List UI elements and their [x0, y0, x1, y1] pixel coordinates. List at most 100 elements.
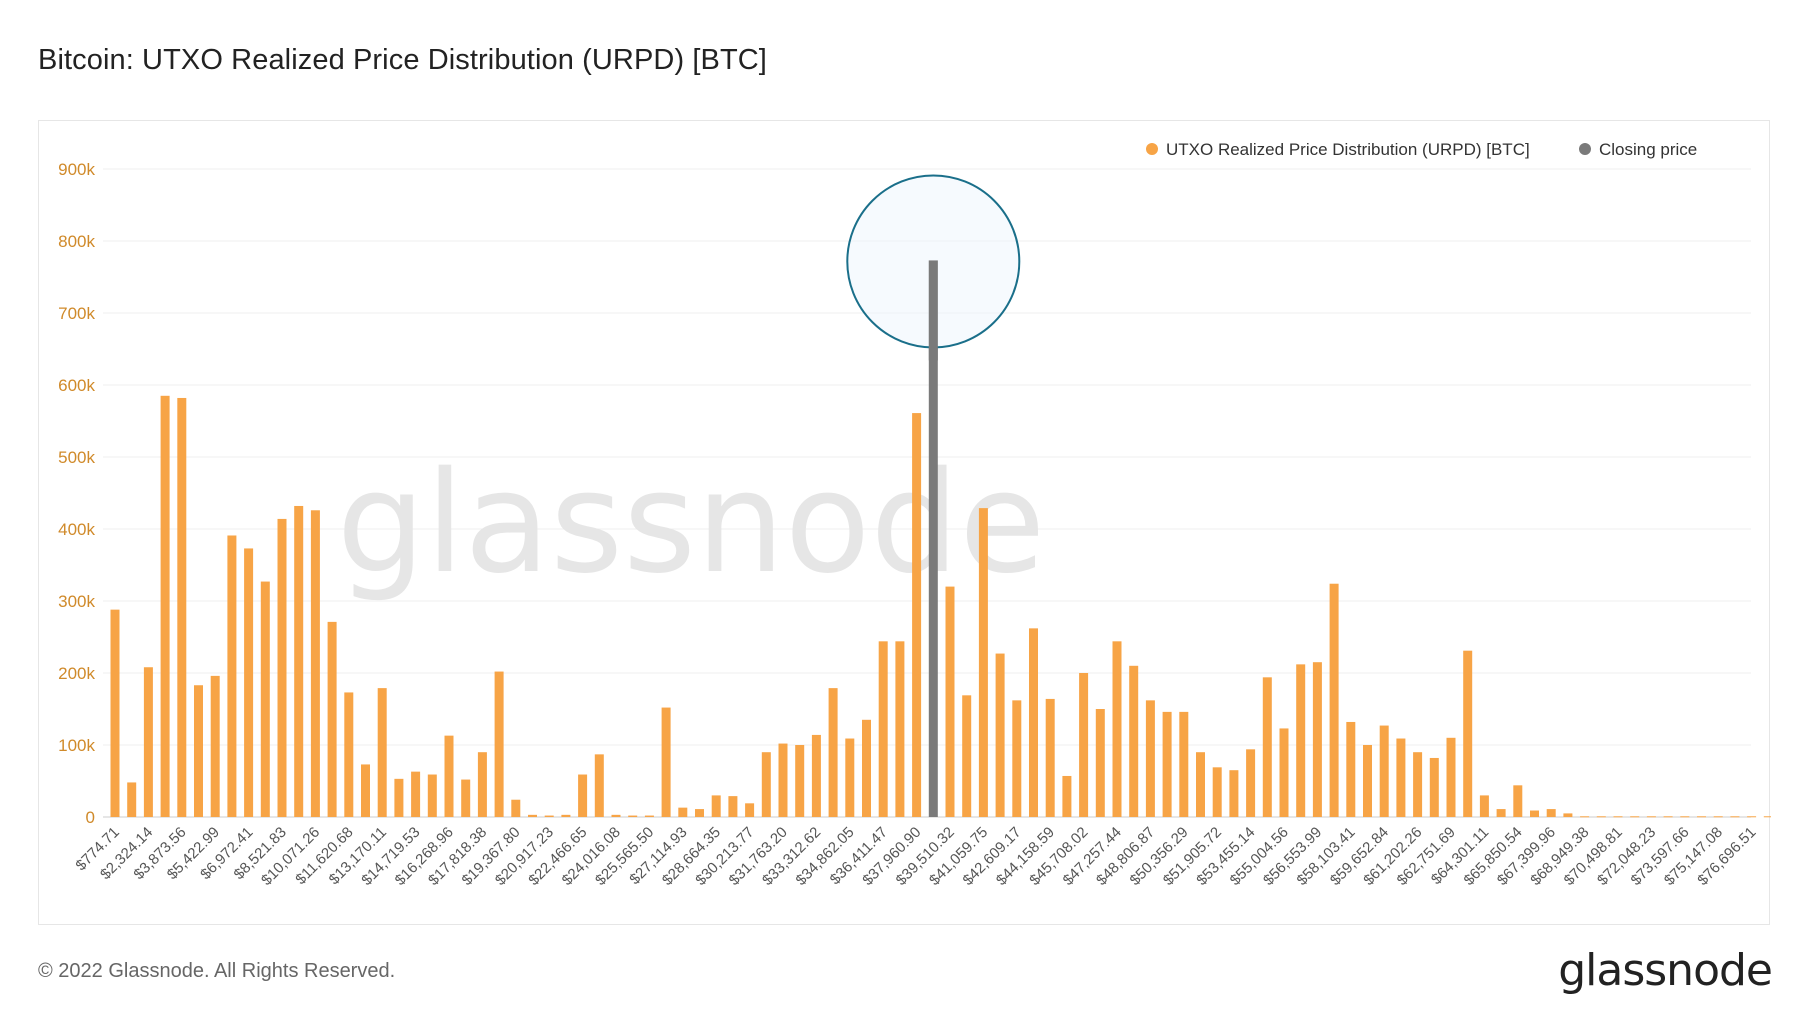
bar[interactable]: [1596, 816, 1606, 818]
bar[interactable]: [494, 671, 504, 817]
bar[interactable]: [611, 814, 621, 817]
bar[interactable]: [1079, 673, 1089, 817]
bar[interactable]: [1747, 816, 1757, 818]
bar[interactable]: [1613, 816, 1623, 818]
bar[interactable]: [394, 778, 404, 817]
bar[interactable]: [1279, 728, 1289, 817]
bar[interactable]: [1513, 785, 1523, 817]
bar[interactable]: [260, 581, 270, 817]
bar[interactable]: [1045, 698, 1055, 817]
bar[interactable]: [310, 510, 320, 817]
bar[interactable]: [411, 771, 421, 817]
bar[interactable]: [862, 719, 871, 817]
bar[interactable]: [227, 535, 237, 817]
bar[interactable]: [578, 774, 588, 817]
bar[interactable]: [177, 397, 187, 817]
bar[interactable]: [761, 752, 771, 817]
bar[interactable]: [1363, 745, 1372, 817]
bar[interactable]: [945, 586, 955, 817]
legend-label-urpd[interactable]: UTXO Realized Price Distribution (URPD) …: [1166, 140, 1530, 159]
bar[interactable]: [1312, 662, 1322, 817]
bar[interactable]: [1563, 813, 1573, 817]
bar[interactable]: [1429, 757, 1439, 817]
bar[interactable]: [377, 688, 387, 817]
bar[interactable]: [160, 395, 170, 817]
bar[interactable]: [878, 641, 888, 817]
bar[interactable]: [995, 653, 1005, 817]
bar[interactable]: [1630, 816, 1640, 818]
bar[interactable]: [1479, 795, 1489, 817]
bar[interactable]: [745, 803, 755, 817]
bar[interactable]: [528, 814, 537, 817]
bar[interactable]: [711, 795, 721, 817]
bar[interactable]: [978, 508, 988, 817]
closing-price-bar[interactable]: [928, 260, 938, 817]
bar[interactable]: [644, 815, 654, 817]
bar[interactable]: [327, 621, 337, 817]
bar[interactable]: [1029, 628, 1038, 817]
bar[interactable]: [444, 735, 454, 817]
bar[interactable]: [695, 809, 704, 817]
bar[interactable]: [678, 807, 688, 817]
bar[interactable]: [561, 814, 571, 817]
bar[interactable]: [1463, 650, 1473, 817]
bar[interactable]: [1062, 775, 1072, 817]
bar[interactable]: [845, 738, 855, 817]
bar[interactable]: [210, 675, 220, 817]
bar[interactable]: [1379, 725, 1389, 817]
bar[interactable]: [1179, 711, 1189, 817]
bar[interactable]: [1446, 737, 1456, 817]
bar[interactable]: [244, 548, 254, 817]
bar[interactable]: [895, 641, 905, 817]
bar[interactable]: [1546, 809, 1556, 817]
bar[interactable]: [1112, 641, 1122, 817]
bar[interactable]: [1346, 721, 1356, 817]
bar[interactable]: [962, 695, 972, 817]
bar[interactable]: [110, 609, 120, 817]
bar[interactable]: [461, 779, 471, 817]
bar[interactable]: [1162, 711, 1172, 817]
bar[interactable]: [795, 745, 805, 817]
bar[interactable]: [1763, 816, 1771, 818]
bar[interactable]: [728, 796, 738, 817]
bar[interactable]: [1663, 816, 1673, 818]
bar[interactable]: [277, 518, 287, 817]
bar[interactable]: [811, 734, 821, 817]
bar[interactable]: [544, 815, 554, 817]
bar[interactable]: [477, 752, 487, 817]
bar[interactable]: [1396, 738, 1406, 817]
bar[interactable]: [127, 782, 137, 817]
bar[interactable]: [1145, 700, 1155, 817]
bar[interactable]: [628, 815, 638, 817]
bar[interactable]: [1329, 583, 1339, 817]
bar[interactable]: [594, 754, 604, 817]
bar[interactable]: [1680, 816, 1690, 818]
bar[interactable]: [1212, 767, 1222, 817]
bar[interactable]: [1196, 752, 1205, 817]
bar[interactable]: [294, 505, 304, 817]
bar[interactable]: [828, 688, 838, 817]
bar[interactable]: [1530, 810, 1539, 817]
bar[interactable]: [361, 764, 370, 817]
bar[interactable]: [1496, 809, 1506, 817]
bar[interactable]: [1296, 664, 1306, 817]
bar[interactable]: [778, 743, 788, 817]
bar[interactable]: [1413, 752, 1423, 817]
bar[interactable]: [143, 667, 153, 817]
bar[interactable]: [1580, 816, 1590, 818]
bar[interactable]: [1697, 816, 1706, 818]
bar[interactable]: [1246, 749, 1256, 817]
bar[interactable]: [511, 799, 521, 817]
bar[interactable]: [1129, 665, 1139, 817]
bar[interactable]: [1262, 677, 1272, 817]
bar[interactable]: [1229, 770, 1239, 817]
bar[interactable]: [194, 685, 203, 817]
bar[interactable]: [427, 774, 437, 817]
bar[interactable]: [912, 413, 922, 817]
bar[interactable]: [1012, 700, 1022, 817]
bar[interactable]: [1730, 816, 1740, 818]
bar[interactable]: [1713, 816, 1723, 818]
legend-label-closing[interactable]: Closing price: [1599, 140, 1697, 159]
bar[interactable]: [1095, 709, 1105, 817]
bar[interactable]: [344, 692, 354, 817]
